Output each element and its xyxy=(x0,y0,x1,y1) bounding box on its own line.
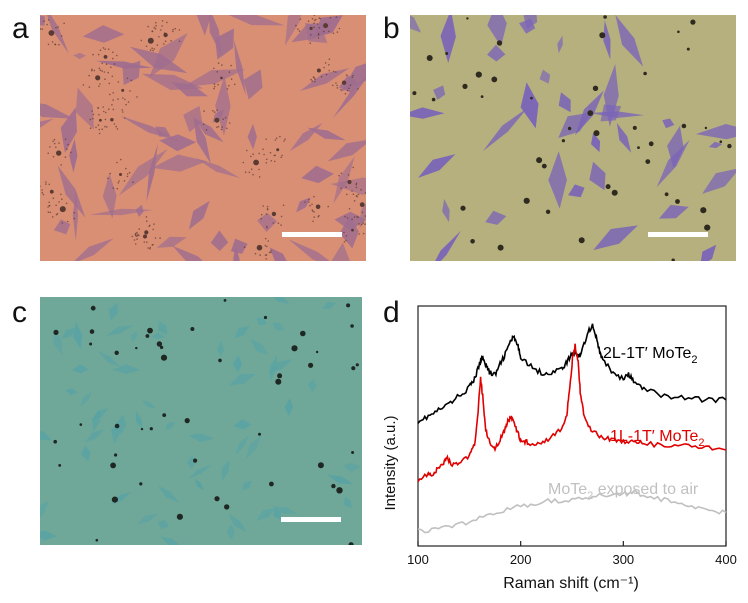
y-axis-label: Intensity (a.u.) xyxy=(382,415,399,510)
series-line-1 xyxy=(417,343,727,483)
series-label-2: MoTe2 exposed to air xyxy=(548,481,699,502)
micrograph-b xyxy=(410,15,736,261)
series-label-0: 2L-1T′ MoTe2 xyxy=(603,345,698,366)
micrograph-a xyxy=(40,15,366,261)
micrograph-c xyxy=(40,297,362,545)
panel-label-c: c xyxy=(12,296,27,329)
series-line-0 xyxy=(417,323,727,424)
x-tick-label: 400 xyxy=(715,552,737,567)
series-label-1: 1L-1T′ MoTe2 xyxy=(610,428,705,449)
panel-label-d: d xyxy=(383,296,400,329)
plot-frame xyxy=(417,305,727,547)
x-tick-label: 300 xyxy=(612,552,634,567)
scale-bar-b xyxy=(648,232,708,237)
x-axis-label: Raman shift (cm⁻¹) xyxy=(503,575,639,592)
panel-label-a: a xyxy=(12,12,29,45)
panel-label-b: b xyxy=(383,12,400,45)
x-tick-label: 100 xyxy=(407,552,429,567)
x-tick-label: 200 xyxy=(510,552,532,567)
series-line-2 xyxy=(417,489,727,534)
scale-bar-a xyxy=(282,232,342,237)
scale-bar-c xyxy=(281,517,341,522)
raman-chart: Intensity (a.u.) Raman shift (cm⁻¹) 100 2… xyxy=(378,290,748,603)
